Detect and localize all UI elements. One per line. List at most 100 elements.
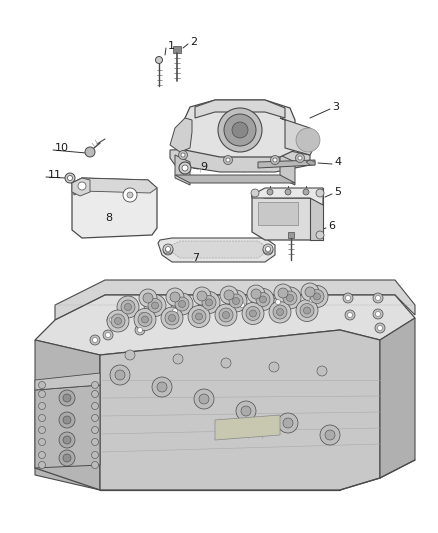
Circle shape [224, 290, 234, 300]
Circle shape [110, 318, 114, 322]
Circle shape [152, 377, 172, 397]
Circle shape [148, 298, 162, 312]
Circle shape [205, 299, 212, 306]
Polygon shape [170, 241, 265, 258]
Circle shape [121, 300, 135, 314]
Circle shape [165, 311, 179, 325]
Circle shape [115, 370, 125, 380]
Circle shape [152, 302, 159, 309]
Polygon shape [72, 178, 157, 195]
Circle shape [303, 189, 309, 195]
Circle shape [125, 350, 135, 360]
Circle shape [232, 122, 248, 138]
Circle shape [63, 416, 71, 424]
Circle shape [138, 312, 152, 327]
Circle shape [246, 306, 260, 320]
Circle shape [263, 244, 273, 254]
Circle shape [181, 153, 185, 157]
Circle shape [188, 305, 210, 327]
Text: 5: 5 [334, 187, 341, 197]
Circle shape [375, 311, 381, 317]
Circle shape [279, 287, 301, 309]
Polygon shape [306, 160, 315, 165]
Circle shape [259, 296, 266, 303]
Polygon shape [35, 295, 415, 355]
Text: 4: 4 [334, 157, 341, 167]
Circle shape [269, 362, 279, 372]
Circle shape [166, 288, 184, 306]
Circle shape [92, 462, 99, 469]
Polygon shape [258, 160, 315, 168]
Circle shape [317, 366, 327, 376]
Text: 6: 6 [328, 221, 335, 231]
Circle shape [316, 231, 324, 239]
Circle shape [39, 382, 46, 389]
Text: 10: 10 [55, 143, 69, 153]
Circle shape [123, 188, 137, 202]
Circle shape [161, 307, 183, 329]
Circle shape [63, 454, 71, 462]
Circle shape [285, 189, 291, 195]
Circle shape [143, 293, 153, 303]
Circle shape [278, 288, 288, 298]
Circle shape [124, 303, 131, 311]
Circle shape [117, 296, 139, 318]
Circle shape [198, 292, 220, 313]
Circle shape [242, 303, 264, 325]
Polygon shape [280, 155, 295, 185]
Circle shape [298, 156, 302, 160]
Circle shape [92, 451, 99, 458]
Circle shape [310, 297, 314, 303]
Circle shape [265, 247, 271, 253]
Circle shape [59, 412, 75, 428]
Circle shape [39, 415, 46, 422]
Circle shape [203, 303, 213, 313]
Circle shape [171, 293, 193, 315]
Circle shape [163, 245, 173, 255]
Circle shape [378, 326, 382, 330]
Text: 3: 3 [332, 102, 339, 112]
Circle shape [137, 310, 147, 320]
Text: 11: 11 [48, 170, 62, 180]
Circle shape [325, 430, 335, 440]
Circle shape [195, 313, 202, 320]
Polygon shape [35, 385, 100, 468]
Circle shape [107, 310, 129, 332]
Circle shape [106, 333, 110, 337]
Circle shape [173, 354, 183, 364]
Circle shape [251, 189, 259, 197]
Polygon shape [173, 46, 181, 53]
Circle shape [39, 391, 46, 398]
Circle shape [215, 304, 237, 326]
Circle shape [256, 293, 270, 306]
Circle shape [226, 158, 230, 162]
Circle shape [276, 309, 283, 316]
Circle shape [139, 289, 157, 307]
Polygon shape [158, 238, 275, 262]
Circle shape [144, 295, 166, 317]
Polygon shape [280, 118, 315, 155]
Polygon shape [72, 178, 157, 238]
Circle shape [67, 175, 73, 181]
Circle shape [205, 305, 211, 311]
Polygon shape [288, 232, 294, 238]
Text: 7: 7 [192, 253, 199, 263]
Text: 1: 1 [168, 41, 175, 51]
Circle shape [179, 150, 187, 159]
Circle shape [241, 406, 251, 416]
Circle shape [63, 394, 71, 402]
Circle shape [85, 147, 95, 157]
Circle shape [220, 286, 238, 304]
Circle shape [179, 162, 191, 174]
Circle shape [111, 314, 125, 328]
Circle shape [296, 300, 318, 321]
Text: 8: 8 [105, 213, 112, 223]
Circle shape [170, 306, 180, 316]
Circle shape [103, 330, 113, 340]
Circle shape [265, 246, 271, 252]
Circle shape [182, 165, 188, 171]
Circle shape [92, 402, 99, 409]
Circle shape [314, 293, 321, 300]
Polygon shape [195, 100, 285, 118]
Circle shape [273, 297, 283, 307]
